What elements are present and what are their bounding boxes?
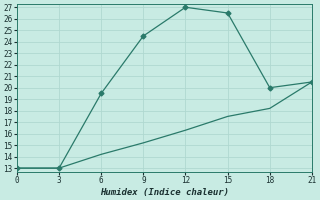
X-axis label: Humidex (Indice chaleur): Humidex (Indice chaleur) (100, 188, 229, 197)
